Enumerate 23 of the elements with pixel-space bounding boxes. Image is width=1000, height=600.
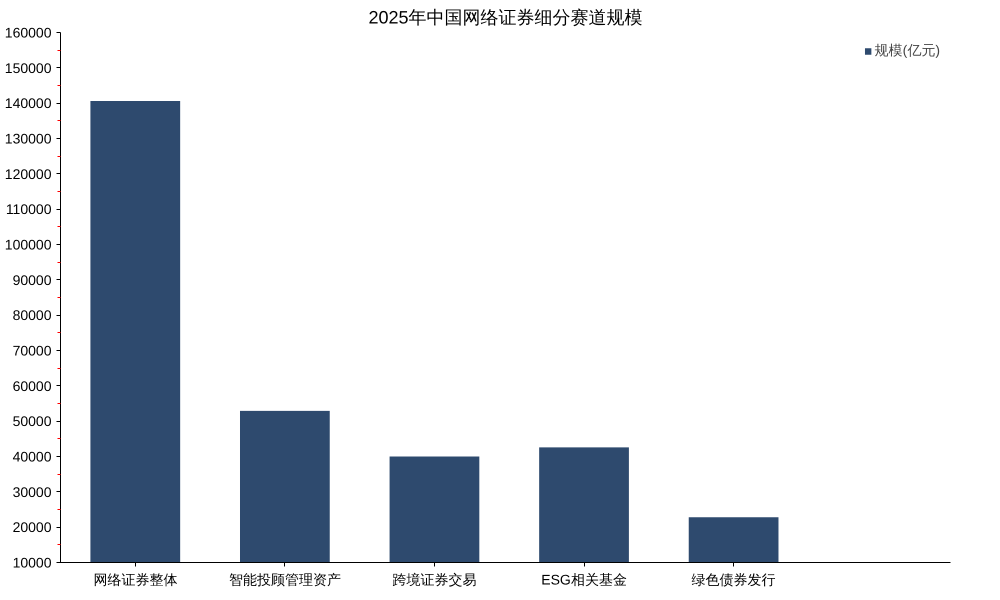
y-tick-label: 80000 bbox=[12, 307, 52, 324]
x-tick-label: 网络证券整体 bbox=[93, 572, 178, 588]
y-tick-label: 160000 bbox=[4, 24, 52, 40]
y-tick-label: 10000 bbox=[12, 554, 52, 570]
x-tick-label: ESG相关基金 bbox=[541, 572, 627, 588]
y-tick-label: 70000 bbox=[12, 342, 52, 358]
x-tick-label: 绿色债券发行 bbox=[692, 572, 776, 588]
y-tick-label: 60000 bbox=[12, 378, 52, 394]
chart-title: 2025年中国网络证券细分赛道规模 bbox=[368, 8, 643, 28]
y-tick-label: 50000 bbox=[12, 413, 52, 430]
y-tick-label: 40000 bbox=[12, 448, 52, 464]
y-tick-label: 100000 bbox=[4, 236, 52, 252]
y-tick-label: 130000 bbox=[4, 130, 52, 146]
y-tick-label: 150000 bbox=[4, 60, 52, 76]
y-tick-label: 20000 bbox=[12, 519, 52, 536]
y-tick-label: 110000 bbox=[6, 201, 52, 218]
y-tick-label: 90000 bbox=[12, 272, 52, 288]
y-tick-label: 140000 bbox=[4, 95, 52, 112]
x-tick-label: 跨境证券交易 bbox=[392, 572, 476, 588]
y-tick-label: 120000 bbox=[4, 166, 52, 182]
y-tick-label: 30000 bbox=[12, 484, 52, 500]
legend-label: 规模(亿元) bbox=[874, 42, 940, 60]
x-tick-label: 智能投顾管理资产 bbox=[228, 572, 341, 588]
